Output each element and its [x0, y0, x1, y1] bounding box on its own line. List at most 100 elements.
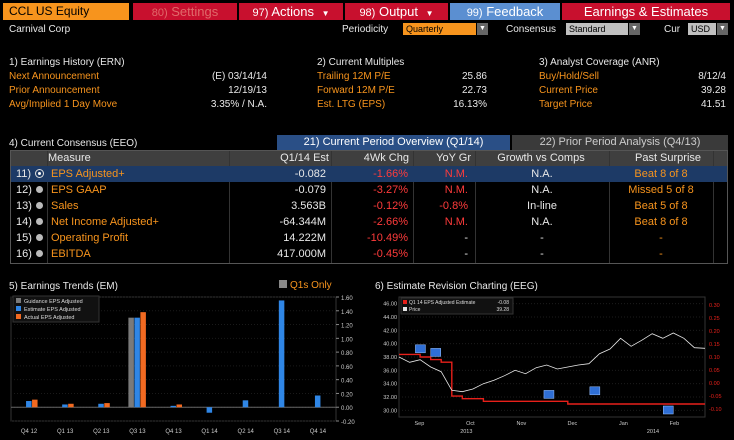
list-item: Buy/Hold/Sell 8/12/4 — [539, 70, 726, 84]
table-row[interactable]: 12) EPS GAAP -0.079 -3.27% N.M. N.A. Missed 5 … — [11, 182, 727, 198]
row-radio[interactable] — [36, 202, 43, 209]
earnings-history-title[interactable]: 1) Earnings History (ERN) — [9, 57, 125, 68]
cell-measure[interactable]: EPS GAAP — [51, 184, 107, 196]
list-item: Est. LTG (EPS) 16.13% — [317, 98, 487, 112]
row-radio[interactable] — [36, 234, 43, 241]
row-label: Est. LTG (EPS) — [317, 99, 386, 110]
col-4wk-chg[interactable]: 4Wk Chg — [363, 152, 409, 164]
cell-measure[interactable]: EBITDA — [51, 248, 91, 260]
output-label: Output — [378, 4, 418, 19]
feedback-button[interactable]: 99) Feedback — [450, 3, 560, 20]
row-label: Trailing 12M P/E — [317, 71, 391, 82]
tab-prior-period[interactable]: 22) Prior Period Analysis (Q4/13) — [512, 135, 728, 150]
legend-swatch — [16, 306, 21, 311]
left-tick-label: 46.00 — [383, 302, 397, 308]
cell-measure[interactable]: EPS Adjusted+ — [51, 168, 125, 180]
row-radio[interactable] — [36, 170, 43, 177]
table-row[interactable]: 11) EPS Adjusted+ -0.082 -1.66% N.M. N.A. Beat… — [11, 166, 727, 182]
row-value: 3.35% / N.A. — [210, 99, 267, 110]
x-tick-label: Nov — [517, 421, 527, 427]
bar-guidance-eps-adjusted — [128, 317, 134, 408]
table-row[interactable]: 16) EBITDA 417.000M -0.45% - - - — [11, 246, 727, 262]
column-divider — [47, 151, 48, 263]
right-tick-label: -0.05 — [709, 394, 722, 400]
legend-box — [12, 295, 100, 323]
left-tick-label: 34.00 — [383, 382, 397, 388]
periodicity-select[interactable]: Quarterly — [403, 23, 476, 35]
row-value: (E) 03/14/14 — [211, 71, 267, 82]
y-tick-label: 1.60 — [341, 296, 353, 302]
cell-est: -0.082 — [294, 168, 326, 180]
consensus-select[interactable]: Standard — [566, 23, 628, 35]
tab-current-period[interactable]: 21) Current Period Overview (Q1/14) — [277, 135, 510, 150]
currency-label: Cur — [664, 24, 681, 35]
table-row[interactable]: 13) Sales 3.563B -0.12% -0.8% In-line Beat 5 o… — [11, 198, 727, 214]
cell-comps: In-line — [527, 200, 557, 212]
col-growth-comps[interactable]: Growth vs Comps — [497, 152, 585, 164]
y-tick-label: 1.00 — [341, 337, 353, 343]
row-label: Target Price — [539, 99, 593, 110]
cell-num: 15) — [16, 232, 32, 244]
col-measure[interactable]: Measure — [48, 152, 91, 164]
cell-surprise: - — [659, 248, 663, 260]
periodicity-dropdown-icon[interactable]: ▼ — [477, 23, 488, 35]
right-tick-label: 0.05 — [709, 368, 720, 374]
table-row[interactable]: 15) Operating Profit 14.222M -10.49% - - - — [11, 230, 727, 246]
consensus-dropdown-icon[interactable]: ▼ — [629, 23, 640, 35]
row-label: Buy/Hold/Sell — [539, 71, 600, 82]
analyst-coverage-title[interactable]: 3) Analyst Coverage (ANR) — [539, 57, 660, 68]
output-dropdown-icon: ▼ — [425, 9, 434, 18]
cell-measure[interactable]: Operating Profit — [51, 232, 129, 244]
row-radio[interactable] — [36, 186, 43, 193]
actions-button[interactable]: 97) Actions ▼ — [239, 3, 343, 20]
row-radio[interactable] — [36, 218, 43, 225]
col-estimate[interactable]: Q1/14 Est — [280, 152, 329, 164]
consensus-title[interactable]: 4) Current Consensus (EEO) — [9, 138, 138, 149]
cell-est: 417.000M — [277, 248, 326, 260]
settings-button[interactable]: 80) Settings — [133, 3, 237, 20]
current-multiples-title: 2) Current Multiples — [317, 57, 405, 68]
table-header: Measure Q1/14 Est 4Wk Chg YoY Gr Growth … — [11, 151, 727, 166]
cell-measure[interactable]: Net Income Adjusted+ — [51, 216, 159, 228]
page-title: Earnings & Estimates — [562, 3, 730, 20]
row-value: 25.86 — [461, 71, 487, 82]
list-item: Prior Announcement 12/19/13 — [9, 84, 267, 98]
legend-entry: Guidance EPS Adjusted — [24, 299, 83, 305]
top-bar: CCL US Equity 80) Settings 97) Actions ▼… — [0, 0, 734, 22]
earnings-trends-chart: 1.60 1.40 1.20 1.00 0.80 0.60 0.40 0.20 0.00 -0.2… — [9, 293, 368, 437]
cell-yoy: -0.8% — [439, 200, 468, 212]
bar-estimate-eps-adjusted — [278, 300, 285, 408]
x-tick-label: Q4 14 — [310, 429, 327, 435]
cell-chg: -1.66% — [373, 168, 408, 180]
right-tick-label: 0.20 — [709, 329, 720, 335]
revision-marker-icon — [415, 344, 426, 354]
output-button[interactable]: 98) Output ▼ — [345, 3, 448, 20]
left-tick-label: 30.00 — [383, 408, 397, 414]
cell-num: 13) — [16, 200, 32, 212]
revision-chart-title[interactable]: 6) Estimate Revision Charting (EEG) — [375, 281, 538, 292]
q1s-checkbox[interactable] — [279, 280, 287, 288]
cell-measure[interactable]: Sales — [51, 200, 79, 212]
list-item: Next Announcement (E) 03/14/14 — [9, 70, 267, 84]
x-tick-label: Q4 12 — [21, 429, 38, 435]
earnings-trends-title[interactable]: 5) Earnings Trends (EM) — [9, 281, 118, 292]
column-divider — [229, 151, 230, 263]
list-item: Trailing 12M P/E 25.86 — [317, 70, 487, 84]
table-row[interactable]: 14) Net Income Adjusted+ -64.344M -2.66% N.M… — [11, 214, 727, 230]
x-tick-label: Dec — [568, 421, 578, 427]
row-value: 8/12/4 — [698, 71, 726, 82]
x-tick-label: Q4 13 — [165, 429, 182, 435]
legend-swatch — [403, 307, 407, 311]
series-line-price — [398, 332, 706, 393]
col-past-surprise[interactable]: Past Surprise — [634, 152, 702, 164]
currency-dropdown-icon[interactable]: ▼ — [717, 23, 728, 35]
q1s-only-toggle[interactable]: Q1s Only — [279, 280, 332, 291]
col-yoy-gr[interactable]: YoY Gr — [436, 152, 471, 164]
cell-yoy: N.M. — [444, 184, 468, 196]
column-divider — [413, 151, 414, 263]
currency-select[interactable]: USD — [688, 23, 716, 35]
row-radio[interactable] — [36, 250, 43, 257]
ticker-field[interactable]: CCL US Equity — [3, 3, 129, 20]
column-divider — [331, 151, 332, 263]
bar-estimate-eps-adjusted — [170, 405, 176, 408]
